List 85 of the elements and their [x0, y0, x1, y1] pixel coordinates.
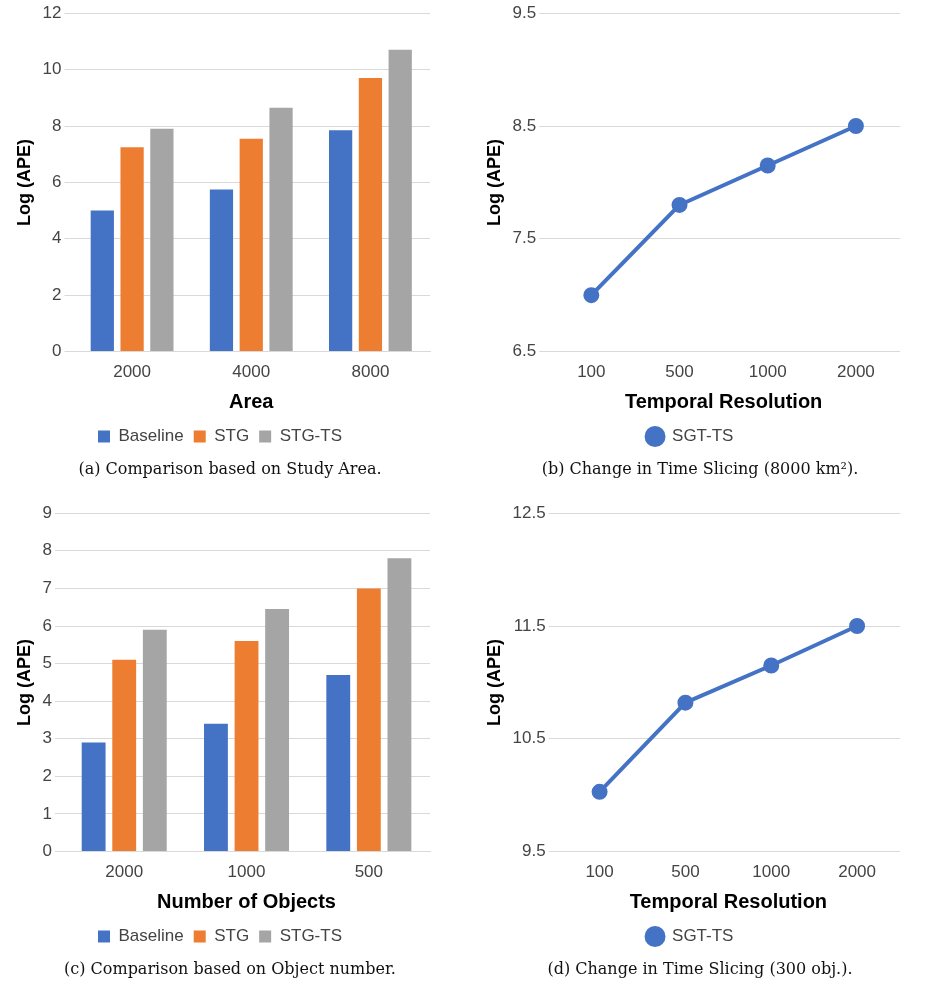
bar — [269, 107, 293, 352]
bar — [204, 723, 228, 852]
y-axis-title: Log (APE) — [483, 638, 504, 726]
text: (b) Change in Time Slicing (8000 km²). — [540, 459, 860, 478]
point — [677, 694, 694, 711]
y-tick-label: 10 — [42, 59, 62, 79]
x-tick-label: 1000 — [227, 862, 266, 882]
text: (d) Change in Time Slicing (300 obj.). — [546, 959, 854, 978]
x-tick-label: 4000 — [232, 362, 271, 382]
y-tick-label: 7 — [42, 578, 53, 598]
bar — [90, 210, 114, 352]
bar — [358, 78, 383, 352]
y-tick-label: 4 — [42, 690, 53, 710]
x-tick-label: 2000 — [113, 362, 152, 382]
y-tick-label: 5 — [42, 653, 53, 673]
point — [763, 657, 780, 674]
bar — [239, 138, 263, 352]
y-tick-label: 3 — [42, 728, 53, 748]
text: (c) Comparison based on Object number. — [63, 959, 397, 978]
bar — [329, 130, 353, 352]
bar — [388, 49, 412, 352]
y-axis-title: Log (APE) — [13, 638, 34, 726]
bar — [234, 641, 259, 852]
bar — [387, 558, 412, 852]
y-tick-label: 2 — [52, 284, 62, 304]
y-tick-label: 6 — [52, 172, 62, 192]
bar — [356, 588, 381, 852]
y-tick-label: 8.5 — [512, 115, 537, 135]
y-tick-label: 12.5 — [512, 502, 546, 522]
x-tick-label: 500 — [671, 862, 700, 882]
x-axis-title: Number of Objects — [157, 889, 336, 912]
x-tick-label: 500 — [354, 862, 384, 882]
x-tick-label: 2000 — [105, 862, 144, 882]
bar — [326, 674, 351, 852]
y-tick-label: 9 — [42, 502, 53, 522]
legend-label: SGT-TS — [672, 426, 734, 446]
y-tick-label: 6 — [42, 615, 53, 635]
point — [671, 196, 688, 213]
legend-label: STG-TS — [279, 426, 343, 446]
y-tick-label: 11.5 — [513, 615, 546, 635]
x-axis-title: Temporal Resolution — [624, 389, 823, 412]
point — [849, 618, 866, 634]
legend-label: Baseline — [118, 426, 184, 446]
x-tick-label: 2000 — [836, 362, 875, 382]
point — [583, 287, 600, 304]
point — [759, 157, 776, 174]
bar — [112, 659, 137, 852]
y-tick-label: 8 — [42, 540, 53, 560]
x-tick-label: 500 — [665, 362, 694, 382]
x-tick-label: 2000 — [838, 862, 876, 882]
y-tick-label: 9.5 — [512, 2, 537, 22]
y-tick-label: 0 — [42, 841, 53, 861]
x-axis-title: Temporal Resolution — [629, 889, 828, 912]
x-tick-label: 100 — [585, 862, 614, 882]
bar — [142, 629, 167, 852]
legend-label: STG — [214, 926, 250, 946]
legend-label: SGT-TS — [672, 926, 734, 946]
x-tick-label: 8000 — [351, 362, 390, 382]
legend-label: STG — [214, 426, 250, 446]
y-axis-title: Log (APE) — [13, 138, 34, 226]
legend-label: Baseline — [118, 926, 184, 946]
y-tick-label: 2 — [42, 766, 53, 786]
point — [847, 118, 864, 134]
y-tick-label: 6.5 — [512, 341, 537, 361]
legend-label: STG-TS — [279, 926, 343, 946]
bar — [81, 742, 106, 852]
y-tick-label: 0 — [52, 341, 62, 361]
y-tick-label: 1 — [42, 803, 53, 823]
y-tick-label: 7.5 — [512, 228, 537, 248]
point — [591, 783, 608, 800]
x-tick-label: 100 — [577, 362, 606, 382]
y-tick-label: 4 — [52, 228, 62, 248]
bar — [150, 128, 174, 352]
x-tick-label: 1000 — [748, 362, 787, 382]
y-tick-label: 8 — [52, 115, 62, 135]
y-tick-label: 10.5 — [512, 728, 546, 748]
x-axis-title: Area — [229, 389, 275, 412]
y-tick-label: 12 — [42, 2, 62, 22]
bar — [209, 189, 234, 352]
y-tick-label: 9.5 — [522, 841, 546, 861]
y-axis-title: Log (APE) — [483, 138, 504, 226]
x-tick-label: 1000 — [752, 862, 791, 882]
bar — [265, 609, 290, 852]
text: (a) Comparison based on Study Area. — [77, 459, 383, 478]
bar — [120, 147, 144, 352]
